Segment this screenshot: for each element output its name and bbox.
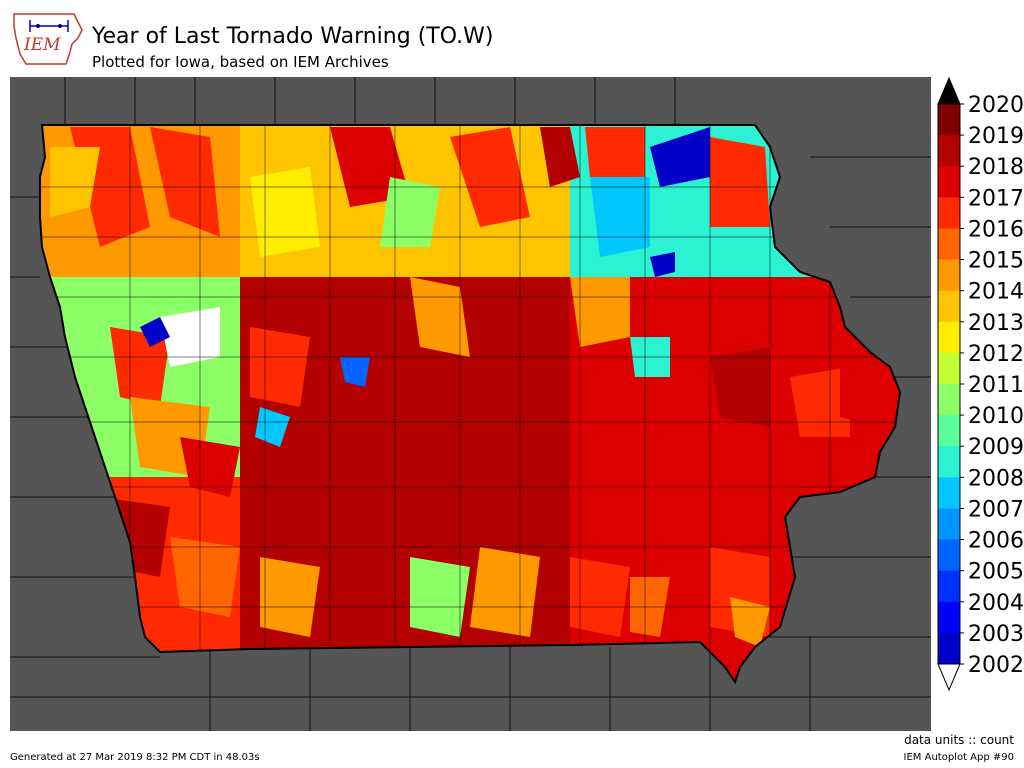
- colorbar-label: 2006: [968, 529, 1024, 554]
- county-lines: [40, 125, 900, 652]
- colorbar-label: 2018: [968, 155, 1024, 180]
- neighbor-county-lines: [10, 77, 931, 731]
- colorbar-over-arrow: [937, 76, 961, 105]
- weather-symbol-icon: [29, 20, 69, 32]
- colorbar-swatch: [938, 601, 960, 634]
- iem-logo: IEM: [13, 13, 83, 65]
- colorbar-swatch: [938, 477, 960, 509]
- colorbar-label: 2014: [968, 280, 1024, 305]
- colorbar-label: 2020: [968, 93, 1024, 118]
- app-identifier: IEM Autoplot App #90: [903, 752, 1014, 763]
- colorbar-labels: 2020 2019 2018 2017 2016 2015 2014 2013 2012 2011…: [960, 93, 1024, 678]
- colorbar-label: 2008: [968, 466, 1024, 491]
- colorbar-swatches: [937, 76, 961, 692]
- map-subtitle: Plotted for Iowa, based on IEM Archives: [92, 53, 389, 71]
- colorbar-label: 2004: [968, 591, 1024, 616]
- colorbar-label: 2015: [968, 249, 1024, 274]
- colorbar-label: 2013: [968, 311, 1024, 336]
- colorbar-label: 2016: [968, 217, 1024, 242]
- colorbar-swatch: [938, 321, 960, 354]
- colorbar-swatch: [938, 259, 960, 292]
- data-units-label: data units :: count: [904, 733, 1014, 747]
- colorbar-label: 2010: [968, 404, 1024, 429]
- map-title: Year of Last Tornado Warning (TO.W): [92, 24, 494, 49]
- colorbar-swatch: [938, 446, 960, 478]
- colorbar-label: 2011: [968, 373, 1024, 398]
- iowa-state-border: [39, 124, 902, 685]
- colorbar-swatch: [938, 104, 960, 136]
- colorbar-label: 2019: [968, 124, 1024, 149]
- colorbar-swatch: [938, 228, 960, 261]
- colorbar-swatch: [938, 135, 960, 167]
- colorbar-swatch: [938, 197, 960, 229]
- colorbar-label: 2007: [968, 497, 1024, 522]
- colorbar-swatch: [938, 632, 960, 665]
- iowa-map: [10, 77, 931, 731]
- colorbar-label: 2017: [968, 186, 1024, 211]
- colorbar-swatch: [938, 415, 960, 447]
- colorbar-under-arrow: [937, 663, 961, 692]
- colorbar-label: 2002: [968, 653, 1024, 678]
- colorbar: 2020 2019 2018 2017 2016 2015 2014 2013 2012 2011…: [937, 76, 1024, 692]
- logo-text: IEM: [23, 35, 61, 55]
- colorbar-label: 2012: [968, 342, 1024, 367]
- colorbar-label: 2005: [968, 560, 1024, 585]
- colorbar-swatch: [938, 508, 960, 541]
- colorbar-swatch: [938, 166, 960, 198]
- generated-timestamp: Generated at 27 Mar 2019 8:32 PM CDT in …: [10, 752, 260, 763]
- colorbar-swatch: [938, 352, 960, 385]
- colorbar-label: 2003: [968, 622, 1024, 647]
- colorbar-label: 2009: [968, 435, 1024, 460]
- colorbar-swatch: [938, 539, 960, 572]
- colorbar-swatch: [938, 290, 960, 323]
- colorbar-swatch: [938, 570, 960, 603]
- colorbar-swatch: [938, 384, 960, 416]
